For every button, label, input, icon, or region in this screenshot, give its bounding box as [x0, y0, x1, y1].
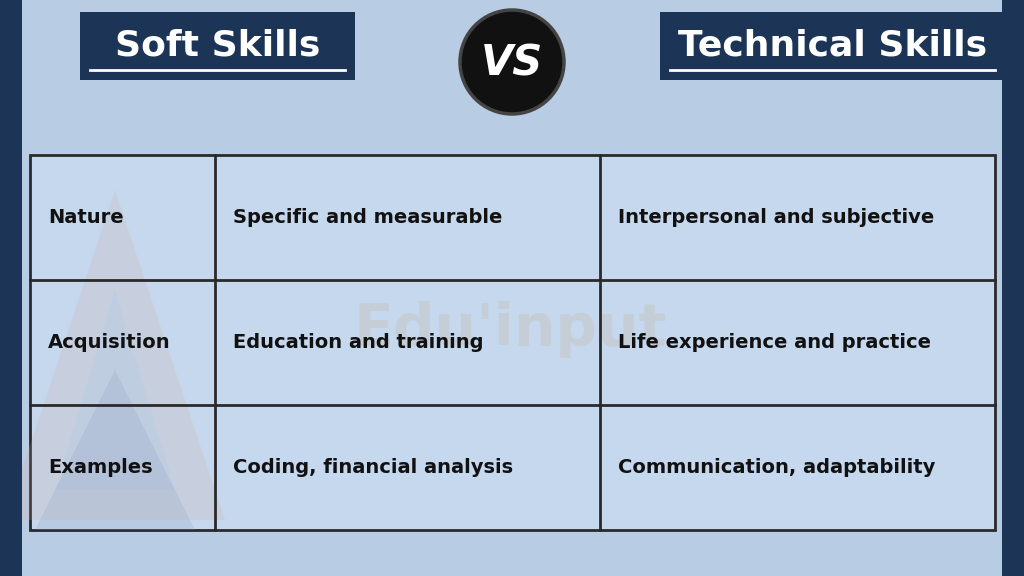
Polygon shape — [55, 290, 175, 490]
Text: Edu'input: Edu'input — [353, 301, 667, 358]
Text: Specific and measurable: Specific and measurable — [233, 208, 503, 227]
FancyBboxPatch shape — [1002, 0, 1024, 576]
Text: Acquisition: Acquisition — [48, 333, 171, 352]
Text: Examples: Examples — [48, 458, 153, 477]
FancyBboxPatch shape — [30, 155, 995, 530]
Text: Life experience and practice: Life experience and practice — [618, 333, 931, 352]
FancyBboxPatch shape — [660, 12, 1005, 80]
Polygon shape — [35, 370, 195, 530]
Text: Communication, adaptability: Communication, adaptability — [618, 458, 935, 477]
FancyBboxPatch shape — [0, 0, 22, 576]
Text: Coding, financial analysis: Coding, financial analysis — [233, 458, 513, 477]
Text: Interpersonal and subjective: Interpersonal and subjective — [618, 208, 934, 227]
FancyBboxPatch shape — [80, 12, 355, 80]
Circle shape — [460, 10, 564, 114]
Text: VS: VS — [481, 43, 543, 85]
Text: Soft Skills: Soft Skills — [115, 29, 321, 63]
Polygon shape — [5, 190, 225, 520]
Text: Technical Skills: Technical Skills — [678, 29, 987, 63]
Text: Education and training: Education and training — [233, 333, 483, 352]
Text: Nature: Nature — [48, 208, 124, 227]
